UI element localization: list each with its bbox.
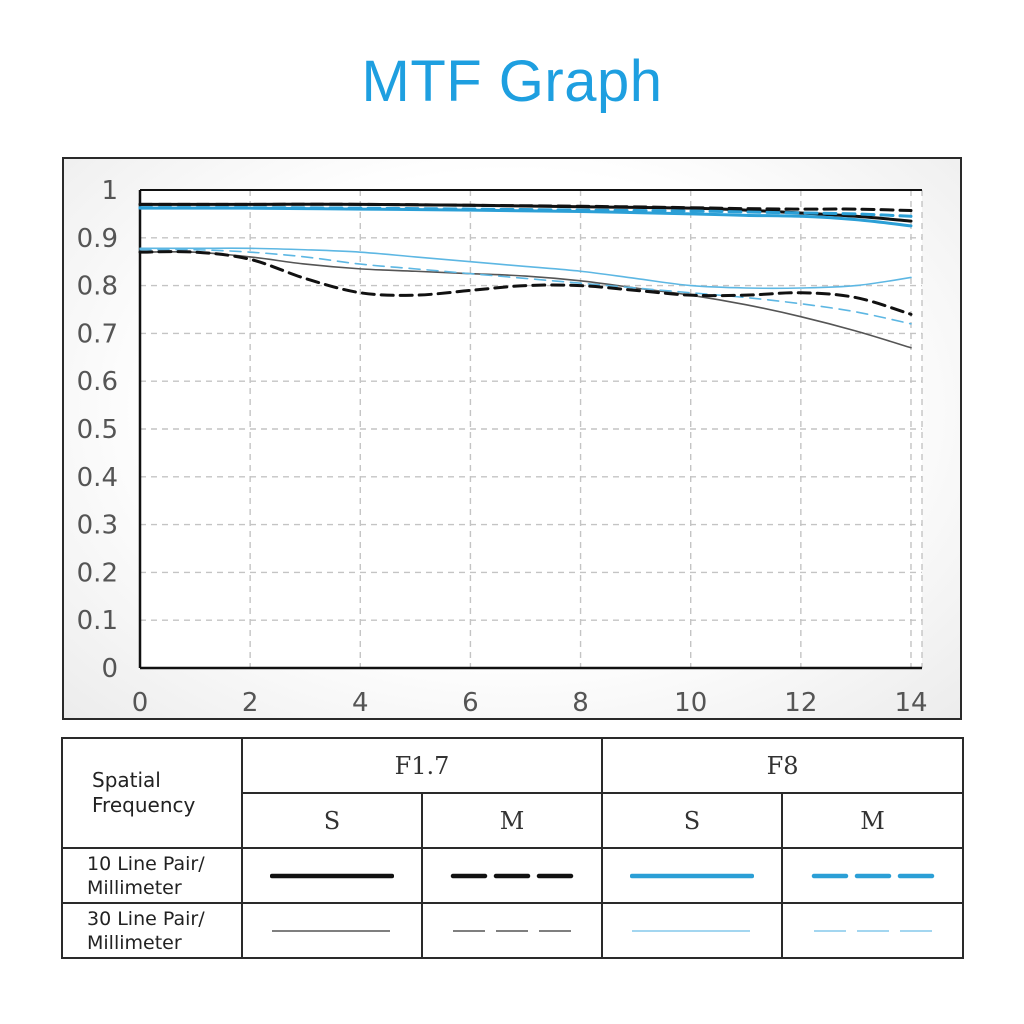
y-tick-label: 0.6 — [77, 367, 118, 397]
chart-title: MTF Graph — [361, 49, 663, 114]
sample-f17-m-30lp — [420, 902, 604, 959]
sample-f8-s-30lp — [601, 902, 784, 959]
series-line-f17-s-30lp — [139, 250, 912, 349]
f8-sagittal-header: S — [601, 792, 784, 849]
series-line-f17-m-10lp — [138, 202, 913, 213]
y-tick-label: 0.9 — [77, 224, 118, 254]
y-tick-label: 0.1 — [77, 606, 118, 636]
y-tick-label: 0.7 — [77, 319, 118, 349]
series-line-f17-m-30lp — [138, 250, 913, 316]
x-tick-label: 6 — [462, 688, 479, 718]
row-label-10lp: 10 Line Pair/ Millimeter — [61, 847, 243, 904]
f8-meridional-header: M — [781, 792, 965, 849]
row-label-30lp: 30 Line Pair/ Millimeter — [61, 902, 243, 959]
sample-f8-m-10lp — [781, 847, 965, 904]
x-tick-label: 2 — [242, 688, 259, 718]
y-tick-label: 0 — [101, 654, 118, 684]
x-tick-label: 0 — [132, 688, 149, 718]
series-line-f8-m-30lp — [139, 248, 912, 325]
y-tick-label: 1 — [101, 176, 118, 206]
aperture-f8-header: F8 — [601, 737, 965, 794]
x-tick-label: 14 — [894, 688, 927, 718]
series-line-f8-m-10lp — [138, 206, 913, 218]
spatial-frequency-label: Spatial Frequency — [61, 737, 243, 849]
y-tick-label: 0.5 — [77, 415, 118, 445]
x-tick-label: 12 — [784, 688, 817, 718]
x-tick-label: 8 — [572, 688, 589, 718]
y-tick-label: 0.8 — [77, 272, 118, 302]
sample-f8-m-30lp — [781, 902, 965, 959]
f17-meridional-header: M — [420, 792, 604, 849]
y-tick-label: 0.2 — [77, 558, 118, 588]
aperture-f17-header: F1.7 — [240, 737, 604, 794]
sample-f8-s-10lp — [601, 847, 784, 904]
f17-sagittal-header: S — [241, 792, 423, 849]
sample-f17-s-10lp — [241, 847, 423, 904]
sample-f17-m-10lp — [420, 847, 604, 904]
series-line-f8-s-30lp — [139, 247, 912, 290]
sample-f17-s-30lp — [241, 902, 423, 959]
x-tick-label: 4 — [352, 688, 369, 718]
y-tick-label: 0.3 — [77, 511, 118, 541]
y-tick-label: 0.4 — [77, 463, 118, 493]
legend-table: Spatial Frequency F1.7 F8 S M S M 10 Lin… — [61, 737, 965, 959]
x-tick-label: 10 — [674, 688, 707, 718]
mtf-chart: 0 2 4 6 8 10 12 14 0 0.1 0.2 0.3 0.4 0.5 0.6 0.7 0.8 0.9 1 — [77, 176, 928, 718]
